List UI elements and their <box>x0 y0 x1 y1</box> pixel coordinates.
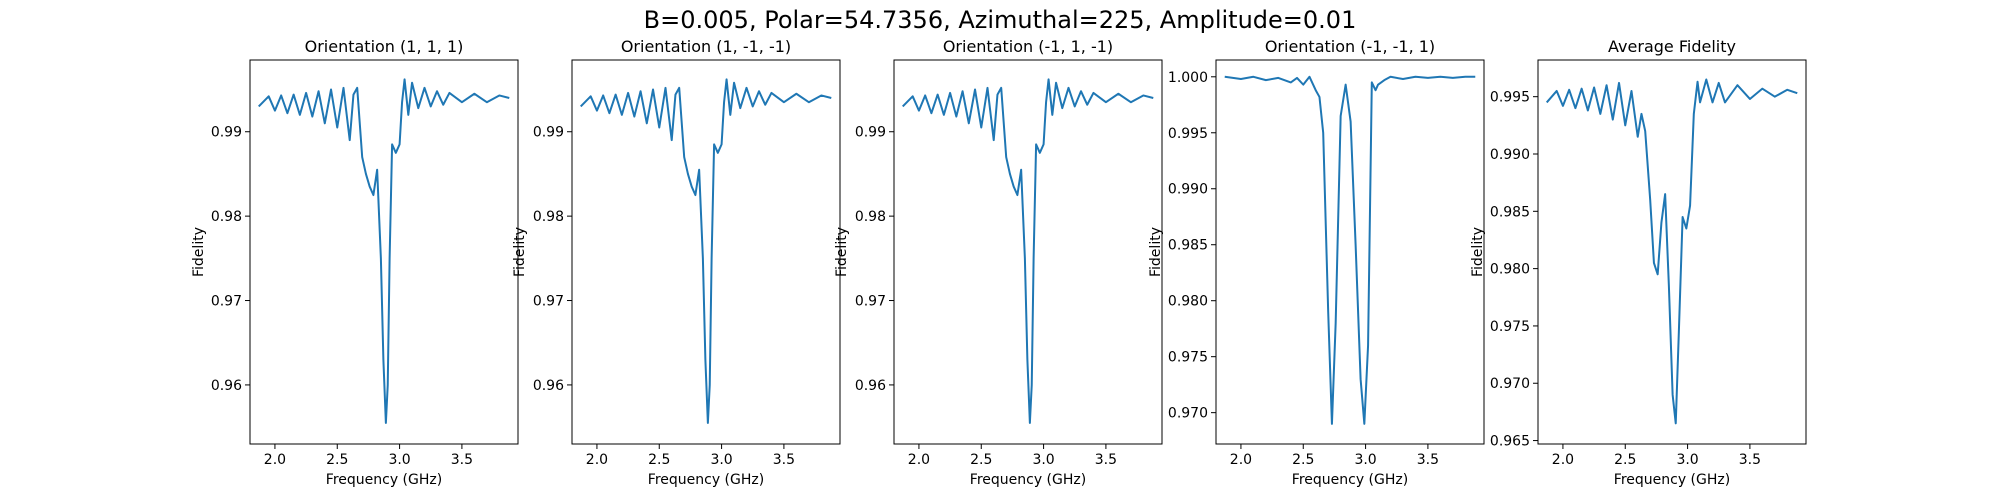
series-line <box>1545 78 1798 425</box>
x-tick-label: 3.5 <box>1095 452 1117 468</box>
y-tick-label: 0.990 <box>1490 147 1530 163</box>
x-tick-label: 2.0 <box>1552 452 1574 468</box>
axes-frame <box>249 59 519 445</box>
y-axis-label: Fidelity <box>834 227 850 277</box>
y-axis-label: Fidelity <box>191 227 207 277</box>
x-tick-label: 2.5 <box>970 452 992 468</box>
y-tick-label: 0.975 <box>1490 319 1530 335</box>
x-tick-label: 3.0 <box>1676 452 1698 468</box>
subplot-title: Average Fidelity <box>1608 37 1736 56</box>
figure-suptitle: B=0.005, Polar=54.7356, Azimuthal=225, A… <box>643 6 1357 34</box>
series-line <box>580 78 832 424</box>
x-axis-label: Frequency (GHz) <box>1292 472 1408 488</box>
x-tick-label: 3.5 <box>1417 452 1439 468</box>
subplot-title: Orientation (-1, 1, -1) <box>943 37 1113 56</box>
y-tick-label: 0.96 <box>533 378 564 394</box>
y-tick-label: 0.965 <box>1490 434 1530 450</box>
y-tick-label: 0.96 <box>211 378 242 394</box>
x-tick-label: 2.5 <box>648 452 670 468</box>
x-axis-label: Frequency (GHz) <box>1614 472 1730 488</box>
y-tick-label: 0.98 <box>211 209 242 225</box>
y-tick-label: 0.980 <box>1490 262 1530 278</box>
x-tick-label: 2.5 <box>326 452 348 468</box>
x-tick-label: 2.0 <box>1230 452 1252 468</box>
subplot-1: 2.0 2.5 3.0 3.5 0.96 0.97 0.98 0.99 Orientation … <box>191 37 519 488</box>
axes-frame <box>893 59 1163 445</box>
x-tick-label: 2.0 <box>586 452 608 468</box>
y-tick-label: 0.985 <box>1490 204 1530 220</box>
subplot-2: 2.0 2.5 3.0 3.5 0.96 0.97 0.98 0.99 Orientation … <box>512 37 841 488</box>
y-tick-label: 0.99 <box>855 125 886 141</box>
y-tick-label: 0.970 <box>1490 376 1530 392</box>
x-axis-label: Frequency (GHz) <box>326 472 442 488</box>
subplot-4: 2.0 2.5 3.0 3.5 0.970 0.975 0.980 0.985 0.990 0.9… <box>1148 37 1485 488</box>
x-tick-label: 2.0 <box>908 452 930 468</box>
subplot-title: Orientation (1, -1, -1) <box>621 37 791 56</box>
y-tick-label: 1.000 <box>1168 70 1208 86</box>
x-tick-label: 3.0 <box>1354 452 1376 468</box>
y-axis-label: Fidelity <box>1470 227 1486 277</box>
x-tick-label: 2.0 <box>264 452 286 468</box>
x-axis-label: Frequency (GHz) <box>648 472 764 488</box>
y-tick-label: 0.99 <box>211 125 242 141</box>
x-tick-label: 3.5 <box>773 452 795 468</box>
y-tick-label: 0.970 <box>1168 406 1208 422</box>
y-tick-label: 0.995 <box>1168 126 1208 142</box>
x-tick-label: 3.0 <box>710 452 732 468</box>
x-tick-label: 2.5 <box>1292 452 1314 468</box>
x-tick-label: 3.0 <box>388 452 410 468</box>
series-line <box>1224 75 1476 425</box>
y-tick-label: 0.97 <box>533 294 564 310</box>
y-tick-label: 0.995 <box>1490 90 1530 106</box>
y-tick-label: 0.980 <box>1168 294 1208 310</box>
subplot-5: 2.0 2.5 3.0 3.5 0.965 0.970 0.975 0.980 0.985 0.9… <box>1470 37 1807 488</box>
axes-frame <box>571 59 841 445</box>
x-axis-label: Frequency (GHz) <box>970 472 1086 488</box>
subplot-title: Orientation (1, 1, 1) <box>305 37 464 56</box>
subplot-3: 2.0 2.5 3.0 3.5 0.96 0.97 0.98 0.99 Orientation … <box>834 37 1163 488</box>
y-tick-label: 0.99 <box>533 125 564 141</box>
y-tick-label: 0.97 <box>855 294 886 310</box>
x-tick-label: 3.5 <box>451 452 473 468</box>
y-tick-label: 0.98 <box>855 209 886 225</box>
y-tick-label: 0.975 <box>1168 350 1208 366</box>
y-tick-label: 0.96 <box>855 378 886 394</box>
x-tick-label: 2.5 <box>1614 452 1636 468</box>
series-line <box>902 78 1154 424</box>
y-tick-label: 0.97 <box>211 294 242 310</box>
subplot-title: Orientation (-1, -1, 1) <box>1265 37 1435 56</box>
axes-frame <box>1537 59 1807 445</box>
axes-frame <box>1215 59 1485 445</box>
x-tick-label: 3.5 <box>1739 452 1761 468</box>
y-tick-label: 0.990 <box>1168 182 1208 198</box>
series-line <box>258 78 510 424</box>
y-tick-label: 0.985 <box>1168 238 1208 254</box>
y-axis-label: Fidelity <box>512 227 528 277</box>
y-axis-label: Fidelity <box>1148 227 1164 277</box>
y-tick-label: 0.98 <box>533 209 564 225</box>
x-tick-label: 3.0 <box>1032 452 1054 468</box>
